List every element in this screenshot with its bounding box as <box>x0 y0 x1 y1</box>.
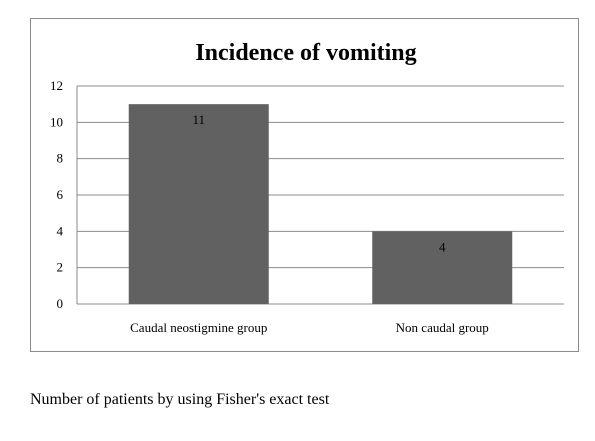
chart-svg: Incidence of vomiting 0 2 4 6 8 10 12 11 4 Caud… <box>50 40 564 335</box>
y-tick-labels: 0 2 4 6 8 10 12 <box>50 78 64 311</box>
y-tick-label: 6 <box>57 187 64 202</box>
caption: Number of patients by using Fisher's exa… <box>30 391 330 408</box>
data-labels: 11 4 <box>192 112 446 254</box>
y-tick-label: 0 <box>57 296 64 311</box>
x-tick-label: Caudal neostigmine group <box>130 320 267 335</box>
data-label: 11 <box>192 112 205 127</box>
y-tick-label: 2 <box>57 260 64 275</box>
data-label: 4 <box>439 239 446 254</box>
chart-title: Incidence of vomiting <box>195 40 416 66</box>
x-tick-labels: Caudal neostigmine group Non caudal group <box>130 320 489 335</box>
bar <box>372 231 513 304</box>
chart-frame: Incidence of vomiting 0 2 4 6 8 10 12 11 4 Caud… <box>30 18 579 352</box>
bar <box>128 104 269 305</box>
y-tick-label: 12 <box>50 78 63 93</box>
x-tick-label: Non caudal group <box>396 320 489 335</box>
bars <box>128 104 513 305</box>
y-tick-label: 10 <box>50 114 63 129</box>
y-tick-label: 8 <box>57 151 64 166</box>
y-tick-label: 4 <box>57 223 64 238</box>
